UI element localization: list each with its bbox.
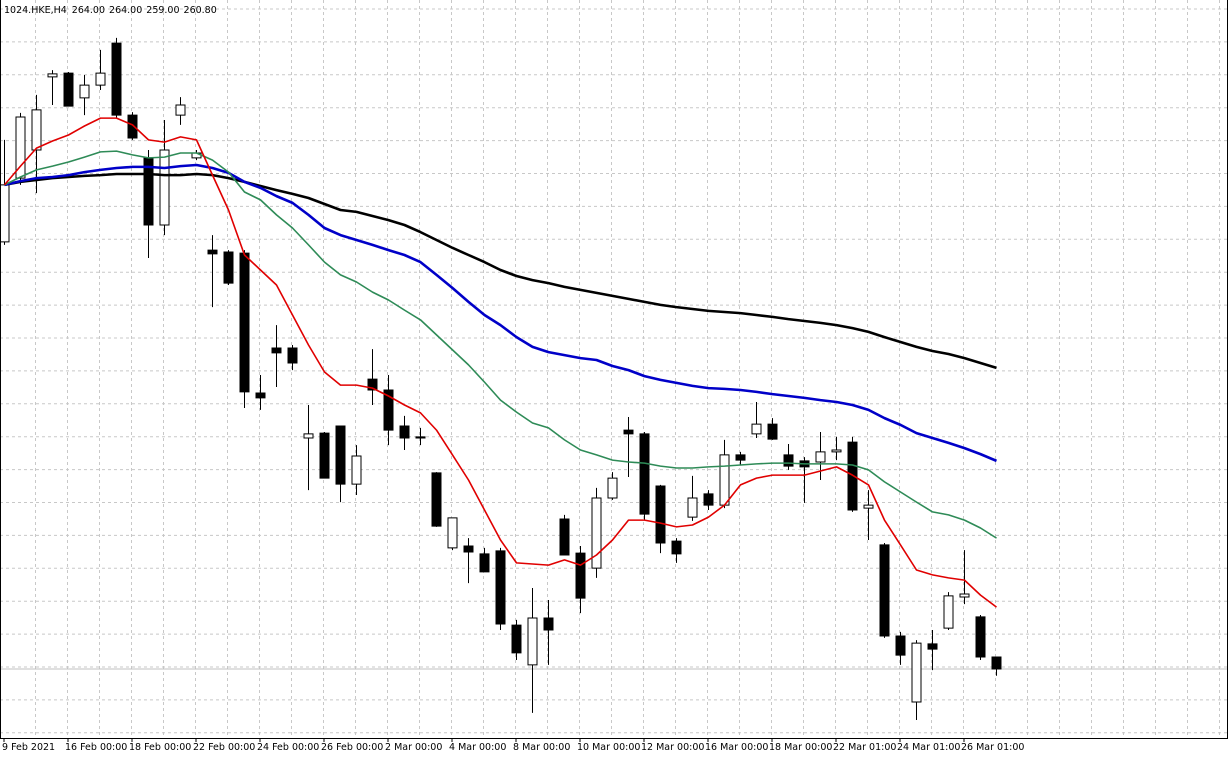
candle-body	[31, 109, 42, 151]
candle-body	[719, 454, 730, 506]
candle-body	[0, 184, 10, 243]
x-tick-label: 22 Feb 00:00	[193, 742, 255, 753]
x-tick-label: 24 Feb 00:00	[257, 742, 319, 753]
indicator-lines	[3, 117, 998, 608]
candle-body	[943, 595, 954, 629]
marks	[0, 37, 1002, 742]
candle-body	[927, 643, 938, 650]
x-tick-label: 18 Mar 00:00	[769, 742, 832, 753]
x-tick-label: 24 Mar 01:00	[897, 742, 960, 753]
chart-title: 1024.HKE,H4	[4, 5, 67, 16]
x-tick-label: 26 Mar 01:00	[961, 742, 1024, 753]
candle-body	[63, 72, 74, 107]
candle-body	[495, 550, 506, 625]
candle-body	[735, 454, 746, 461]
candle-body	[559, 518, 570, 556]
candle-body	[287, 347, 298, 364]
candle-body	[543, 617, 554, 631]
candle-body	[127, 114, 138, 139]
candle-body	[79, 84, 90, 99]
candle-body	[863, 504, 874, 509]
candle-body	[671, 540, 682, 555]
candle-body	[607, 477, 618, 499]
candle-body	[255, 392, 266, 399]
x-tick-label: 18 Feb 00:00	[129, 742, 191, 753]
candle-body	[911, 642, 922, 703]
candle-body	[767, 423, 778, 440]
candle-body	[815, 451, 826, 463]
candle-body	[175, 104, 186, 116]
candle-body	[527, 617, 538, 666]
candle-body	[303, 433, 314, 439]
candle-body	[111, 42, 122, 116]
candle-body	[415, 436, 426, 439]
grid	[0, 0, 1228, 738]
x-tick-label: 12 Mar 00:00	[641, 742, 704, 753]
candle-body	[431, 472, 442, 527]
x-tick-label: 10 Mar 00:00	[577, 742, 640, 753]
moving-average-line	[3, 117, 997, 608]
x-tick-label: 9 Feb 2021	[2, 742, 55, 753]
x-tick-label: 16 Mar 00:00	[705, 742, 768, 753]
x-tick-label: 8 Mar 00:00	[513, 742, 570, 753]
candle-body	[959, 593, 970, 598]
x-tick-label: 26 Feb 00:00	[321, 742, 383, 753]
candle-body	[879, 544, 890, 637]
moving-average-line	[4, 150, 997, 539]
candle-body	[463, 545, 474, 553]
candle-body	[239, 252, 250, 393]
ohlc-low: 259.00	[146, 5, 179, 16]
candle-body	[95, 72, 106, 86]
moving-average-line	[4, 172, 997, 370]
candle-body	[895, 635, 906, 656]
candle-body	[639, 433, 650, 515]
candle-body	[223, 251, 234, 284]
ohlc-open: 264.00	[72, 5, 105, 16]
candle-body	[991, 656, 1002, 670]
candle-body	[623, 429, 634, 435]
candle-body	[335, 425, 346, 485]
candle-body	[687, 497, 698, 518]
moving-average-line	[4, 163, 998, 463]
candle-body	[271, 347, 282, 354]
candle-body	[319, 432, 330, 479]
candle-body	[479, 553, 490, 573]
candle-body	[159, 149, 170, 226]
candle-body	[207, 249, 218, 255]
candle-body	[383, 389, 394, 431]
candle-body	[703, 493, 714, 506]
candle-body	[783, 454, 794, 467]
candle-body	[47, 73, 58, 78]
x-tick-label: 16 Feb 00:00	[65, 742, 127, 753]
candle-body	[751, 423, 762, 435]
candle-body	[591, 497, 602, 569]
x-tick-label: 22 Mar 01:00	[833, 742, 896, 753]
candle-body	[575, 552, 586, 599]
ohlc-close: 260.80	[184, 5, 217, 16]
candle-body	[447, 517, 458, 549]
candle-body	[367, 378, 378, 391]
chart-header: 1024.HKE,H4 264.00 264.00 259.00 260.80	[4, 5, 217, 16]
candle-body	[655, 485, 666, 544]
candle-body	[399, 425, 410, 439]
ohlc-high: 264.00	[109, 5, 142, 16]
candle-body	[511, 624, 522, 654]
candle-body	[15, 116, 26, 179]
candle-body	[831, 449, 842, 453]
candle-body	[351, 455, 362, 485]
candle-body	[975, 616, 986, 658]
x-tick-label: 2 Mar 00:00	[385, 742, 442, 753]
x-tick-label: 4 Mar 00:00	[449, 742, 506, 753]
